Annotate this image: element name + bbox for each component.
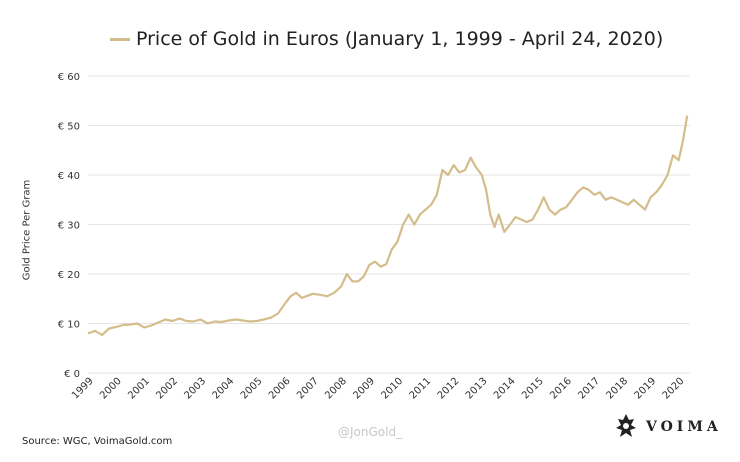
- watermark: @JonGold_: [338, 425, 403, 439]
- x-tick-label: 2017: [576, 376, 602, 402]
- y-tick-label: € 60: [58, 72, 80, 83]
- x-tick-label: 2019: [633, 376, 659, 402]
- x-tick-label: 2004: [211, 376, 237, 402]
- x-tick-label: 2000: [98, 376, 124, 402]
- x-tick-label: 2008: [323, 376, 349, 402]
- brand-name: VOIMA: [646, 419, 722, 435]
- x-tick-label: 2009: [351, 376, 377, 402]
- x-tick-label: 2006: [267, 376, 293, 402]
- legend-label: Price of Gold in Euros (January 1, 1999 …: [136, 28, 664, 50]
- y-tick-label: € 30: [58, 221, 80, 232]
- series-line: [87, 115, 689, 336]
- x-tick-label: 2002: [154, 376, 180, 402]
- chart-legend: Price of Gold in Euros (January 1, 1999 …: [110, 28, 663, 50]
- x-tick-label: 2003: [183, 376, 209, 402]
- x-tick-label: 2020: [661, 376, 687, 402]
- x-tick-label: 2018: [604, 376, 630, 402]
- x-tick-label: 2014: [492, 376, 518, 402]
- y-tick-label: € 50: [58, 122, 80, 133]
- brand-emblem-icon: [616, 414, 636, 437]
- x-tick-label: 2016: [548, 376, 574, 402]
- x-tick-label: 2012: [436, 376, 462, 402]
- y-tick-label: € 10: [58, 320, 80, 331]
- y-tick-label: € 20: [58, 270, 80, 281]
- brand-logo: VOIMA: [614, 412, 722, 442]
- x-tick-label: 2013: [464, 376, 490, 402]
- source-note: Source: WGC, VoimaGold.com: [22, 436, 173, 447]
- x-tick-label: 2005: [239, 376, 265, 402]
- legend-swatch: [110, 37, 130, 41]
- y-tick-label: € 0: [64, 369, 80, 380]
- x-tick-label: 2010: [379, 376, 405, 402]
- x-tick-label: 2015: [520, 376, 546, 402]
- x-tick-label: 2011: [408, 376, 434, 402]
- y-tick-label: € 40: [58, 171, 80, 182]
- x-tick-label: 2007: [295, 376, 321, 402]
- x-tick-label: 2001: [126, 376, 152, 402]
